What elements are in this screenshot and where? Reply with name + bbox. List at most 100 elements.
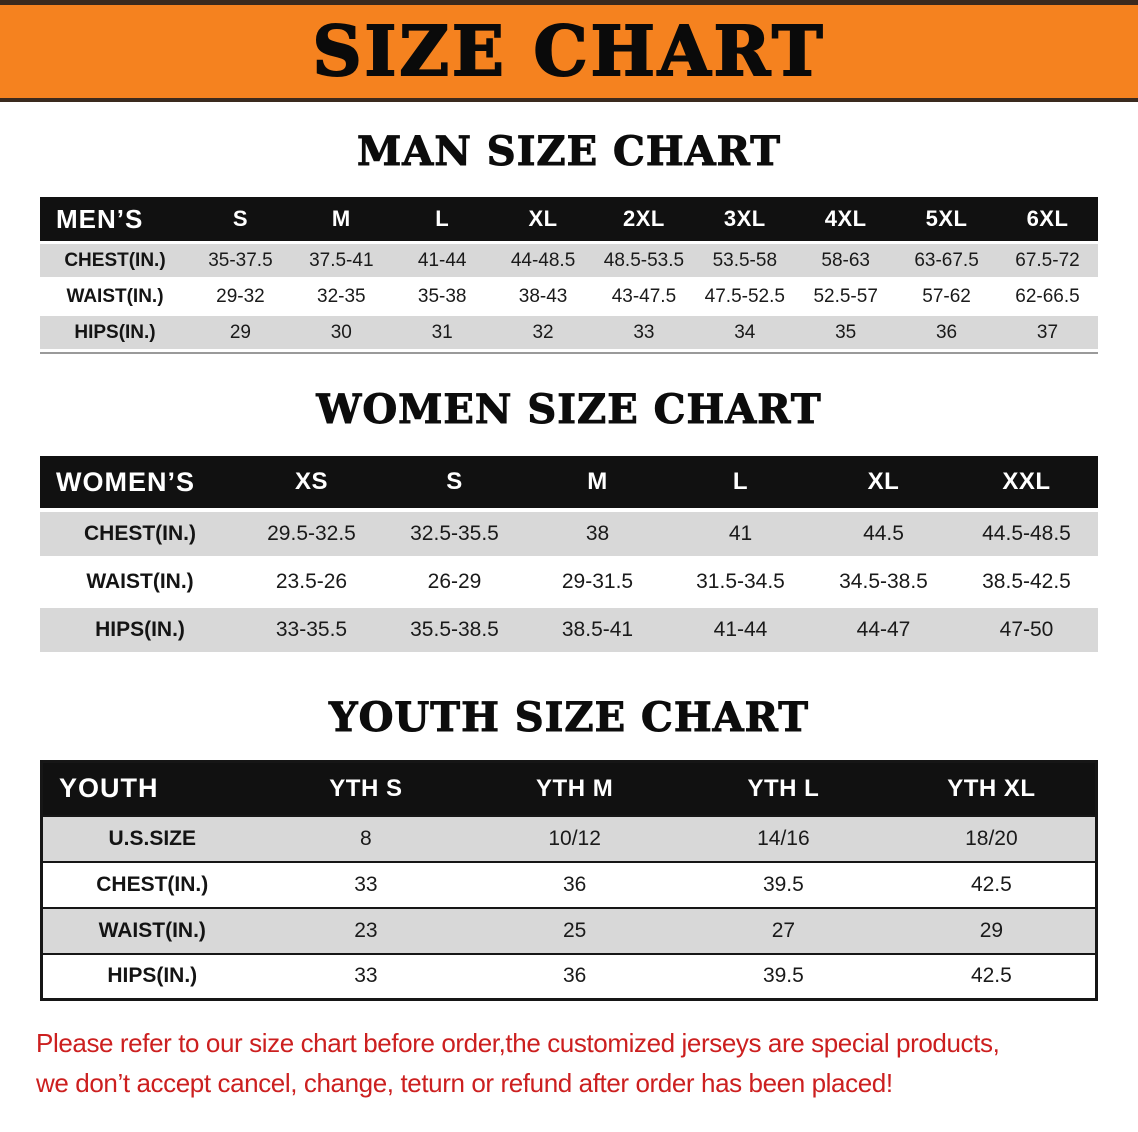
size-value: 34: [734, 321, 756, 343]
table-header-row: YOUTH YTH S YTH M YTH L YTH XL: [41, 761, 1097, 816]
size-column-header: S: [383, 456, 526, 508]
notice-line-1: Please refer to our size chart before or…: [36, 1028, 1000, 1058]
row-label: CHEST(IN.): [64, 249, 166, 271]
size-column-header: L: [669, 456, 812, 508]
size-column-header: S: [190, 197, 291, 241]
size-value: 44-48.5: [510, 249, 576, 271]
size-value: 29-31.5: [561, 570, 634, 593]
size-value: 48.5-53.5: [603, 249, 685, 271]
size-value: 36: [562, 872, 587, 896]
size-value: 32: [532, 321, 554, 343]
size-column-header: M: [526, 456, 669, 508]
size-value: 38.5-42.5: [982, 570, 1071, 593]
size-value: 29.5-32.5: [267, 522, 356, 545]
size-value: 31.5-34.5: [696, 570, 785, 593]
table-corner-label: WOMEN’S: [40, 456, 240, 508]
row-label: WAIST(IN.): [66, 285, 164, 307]
size-value: 58-63: [821, 249, 870, 271]
table-row: WAIST(IN.) 23.5-26 26-29 29-31.5 31.5-34.5 34…: [40, 560, 1098, 604]
size-value: 23.5-26: [275, 570, 348, 593]
size-value: 44.5-48.5: [982, 522, 1071, 545]
size-value: 38-43: [518, 285, 568, 307]
table-header-row: WOMEN’S XS S M L XL XXL: [40, 456, 1098, 508]
size-value: 33: [354, 872, 378, 896]
size-column-header: 4XL: [795, 197, 897, 241]
row-label: U.S.SIZE: [108, 826, 197, 850]
size-column-header: 6XL: [997, 197, 1098, 241]
size-value: 38: [585, 522, 610, 545]
size-value: 31: [431, 321, 453, 343]
size-value: 14/16: [757, 826, 810, 850]
table-corner-label: MEN’S: [40, 197, 190, 241]
size-column-header: YTH S: [261, 761, 471, 816]
table-row: WAIST(IN.) 29-32 32-35 35-38 38-43 43-47.5 47.…: [40, 280, 1098, 313]
size-column-header: XL: [812, 456, 955, 508]
size-column-header: XL: [492, 197, 594, 241]
youth-size-section: YOUTH SIZE CHART YOUTH YTH S YTH M YTH L YTH…: [0, 694, 1138, 1001]
table-row: CHEST(IN.) 33 36 39.5 42.5: [41, 861, 1097, 908]
men-chart-heading: MAN SIZE CHART: [357, 128, 781, 175]
table-header-row: MEN’S S M L XL 2XL 3XL 4XL 5XL 6XL: [40, 197, 1098, 241]
size-value: 35: [835, 321, 857, 343]
table-row: U.S.SIZE 8 10/12 14/16 18/20: [41, 815, 1097, 862]
size-value: 67.5-72: [1015, 249, 1080, 271]
size-value: 57-62: [922, 285, 971, 307]
size-value: 33: [633, 321, 655, 343]
size-value: 10/12: [548, 826, 601, 850]
table-row: HIPS(IN.) 33-35.5 35.5-38.5 38.5-41 41-44 44-…: [40, 608, 1098, 652]
size-column-header: XXL: [955, 456, 1098, 508]
men-size-section: MAN SIZE CHART MEN’S S M L XL 2XL 3XL 4XL 5XL 6XL…: [0, 128, 1138, 354]
size-value: 26-29: [427, 570, 482, 593]
size-value: 41-44: [713, 618, 768, 641]
table-row: WAIST(IN.) 23 25 27 29: [41, 907, 1097, 954]
size-column-header: 2XL: [593, 197, 695, 241]
size-value: 36: [935, 321, 958, 343]
size-value: 62-66.5: [1015, 285, 1080, 307]
size-value: 35-37.5: [208, 249, 273, 271]
row-label: HIPS(IN.): [74, 321, 156, 343]
size-value: 43-47.5: [611, 285, 677, 307]
size-value: 38.5-41: [561, 618, 634, 641]
row-label: WAIST(IN.): [98, 918, 206, 942]
size-value: 41-44: [417, 249, 467, 271]
size-value: 44.5: [863, 522, 904, 545]
size-value: 39.5: [762, 872, 804, 896]
size-column-header: 3XL: [694, 197, 796, 241]
youth-chart-heading: YOUTH SIZE CHART: [329, 694, 809, 741]
size-value: 39.5: [762, 964, 804, 988]
size-value: 18/20: [965, 826, 1018, 850]
size-value: 37: [1036, 321, 1059, 343]
size-value: 52.5-57: [813, 285, 878, 307]
size-column-header: YTH XL: [887, 761, 1097, 816]
women-size-section: WOMEN SIZE CHART WOMEN’S XS S M L XL XXL CHEST(…: [0, 387, 1138, 656]
table-row: HIPS(IN.) 29 30 31 32 33 34 35 36 37: [40, 316, 1098, 349]
size-value: 29: [229, 321, 251, 343]
size-value: 35-38: [417, 285, 467, 307]
page-title: SIZE CHART: [311, 11, 826, 92]
size-value: 37.5-41: [309, 249, 374, 271]
size-column-header: XS: [240, 456, 383, 508]
row-label: WAIST(IN.): [86, 570, 194, 593]
size-column-header: YTH L: [679, 761, 888, 816]
row-label: HIPS(IN.): [95, 618, 185, 641]
size-value: 27: [771, 918, 796, 942]
table-row: CHEST(IN.) 29.5-32.5 32.5-35.5 38 41 44.5 44.5…: [40, 512, 1098, 556]
notice-line-2: we don’t accept cancel, change, teturn o…: [36, 1068, 893, 1098]
size-value: 42.5: [970, 872, 1012, 896]
size-column-header: YTH M: [470, 761, 679, 816]
size-value: 33-35.5: [275, 618, 348, 641]
size-value: 23: [354, 918, 378, 942]
size-value: 42.5: [970, 964, 1012, 988]
row-label: CHEST(IN.): [84, 522, 196, 545]
size-value: 29-32: [216, 285, 265, 307]
size-value: 47.5-52.5: [704, 285, 785, 307]
table-corner-label: YOUTH: [41, 761, 262, 816]
size-column-header: L: [391, 197, 493, 241]
size-value: 44-47: [856, 618, 911, 641]
size-value: 53.5-58: [712, 249, 778, 271]
size-chart-page: SIZE CHART MAN SIZE CHART MEN’S S M L XL 2XL 3…: [0, 0, 1138, 1103]
table-row: HIPS(IN.) 33 36 39.5 42.5: [41, 953, 1097, 1000]
footer-notice: Please refer to our size chart before or…: [36, 1023, 1116, 1103]
size-value: 29: [979, 918, 1004, 942]
row-label: HIPS(IN.): [107, 964, 198, 988]
